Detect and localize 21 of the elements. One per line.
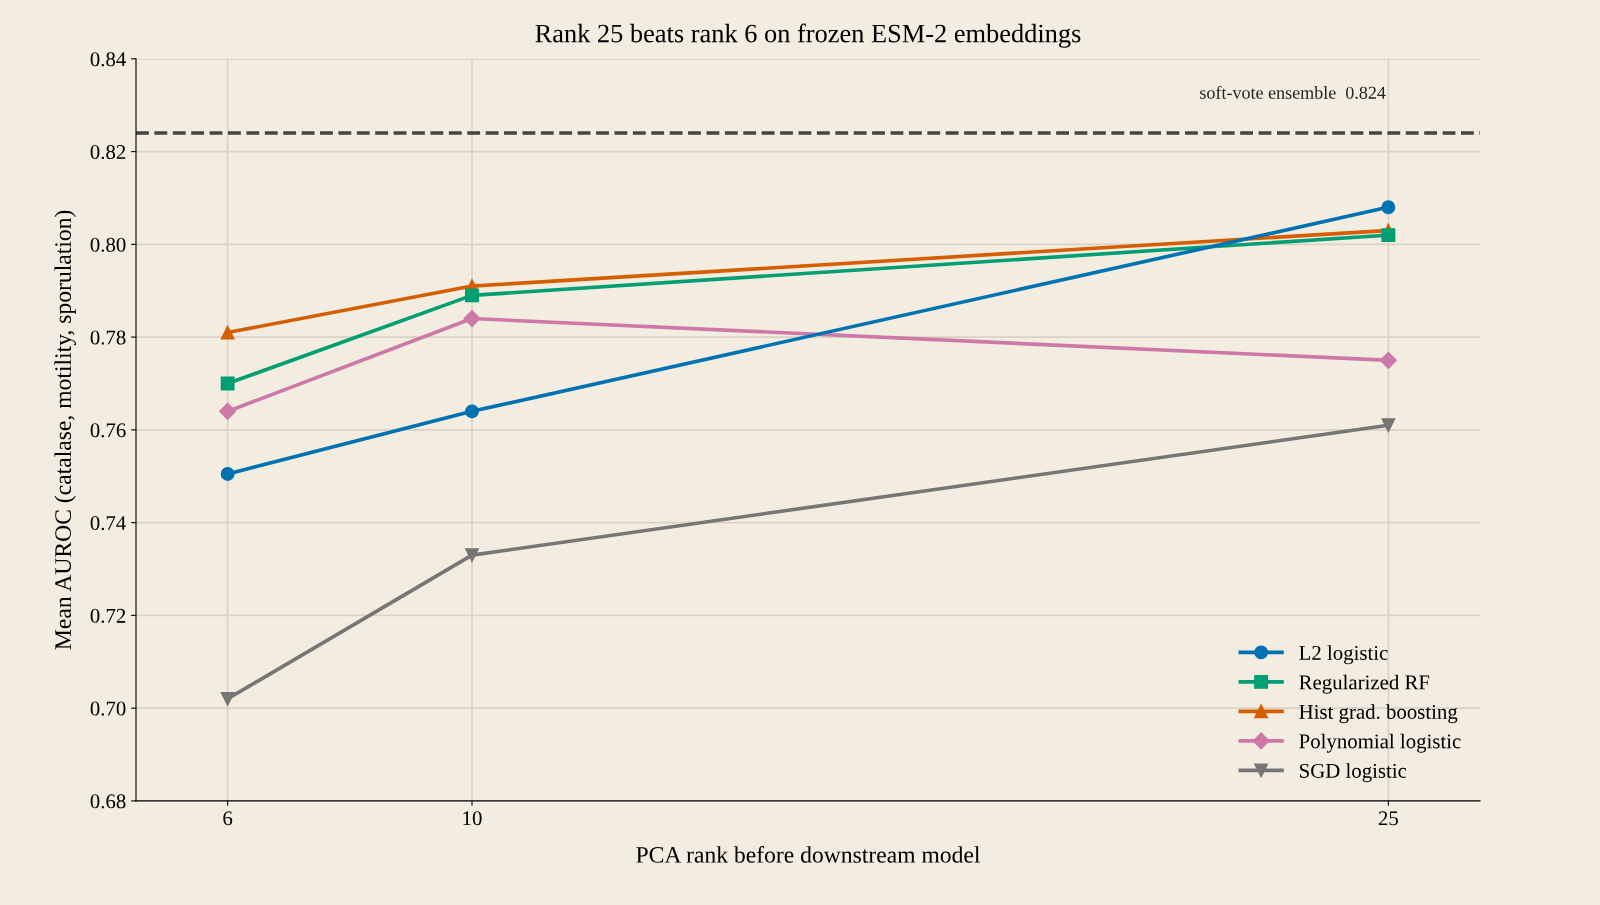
x-tick-label: 10 [463,811,482,826]
x-tick-label: 25 [1378,811,1398,826]
y-tick-label: 0.72 [90,608,126,623]
y-tick-label: 0.70 [90,701,126,716]
x-axis-title: PCA rank before downstream model [636,845,980,863]
legend-label: Hist grad. boosting [1299,704,1458,724]
legend-label: Polynomial logistic [1299,733,1461,753]
y-tick-label: 0.74 [90,516,126,531]
y-axis-title: Mean AUROC (catalase, motility, sporulation) [54,210,76,650]
legend-label: SGD logistic [1300,763,1407,783]
y-tick-label: 0.84 [90,52,126,67]
legend-label: L2 logistic [1299,645,1388,665]
y-tick-label: 0.76 [90,423,126,438]
y-tick-label: 0.78 [90,330,126,345]
ref-line-label: soft-vote ensemble 0.824 [1200,85,1386,99]
y-tick-label: 0.82 [90,144,126,160]
y-tick-label: 0.80 [90,237,126,252]
x-tick-label: 6 [223,811,233,826]
chart-title: Rank 25 beats rank 6 on frozen ESM-2 embeddings [535,23,1081,48]
y-tick-label: 0.68 [90,794,126,809]
legend-label: Regularized RF [1299,674,1430,694]
